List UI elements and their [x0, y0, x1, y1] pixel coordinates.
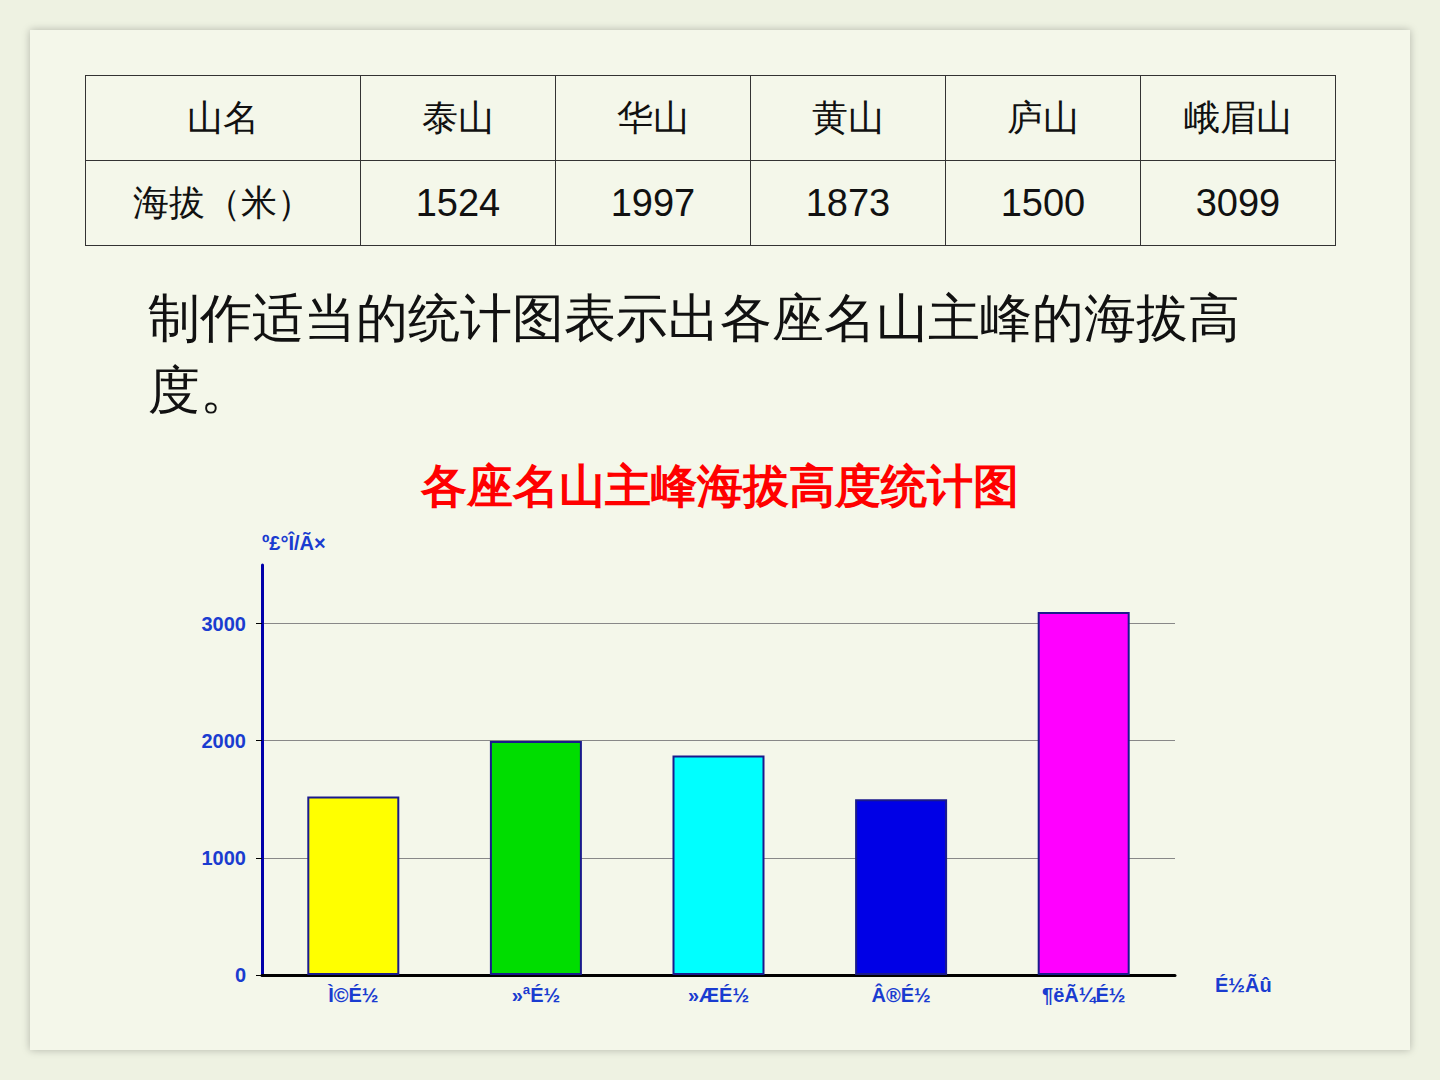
html-text:1997: 1997 [610, 181, 696, 224]
html-text:3099: 3099 [1195, 181, 1281, 224]
html-text:1873: 1873 [805, 181, 891, 224]
html-text:黄山: 黄山 [812, 96, 884, 138]
svg-text:¶ëÃ¼É½: ¶ëÃ¼É½ [1042, 984, 1125, 1006]
html-text:1500: 1500 [1000, 181, 1086, 224]
svg-text:3000: 3000 [202, 613, 247, 635]
svg-text:Â®É½: Â®É½ [871, 983, 930, 1006]
svg-text:1000: 1000 [202, 847, 247, 869]
svg-text:º£°Î/Ã×: º£°Î/Ã× [262, 531, 326, 554]
html-text:峨眉山: 峨眉山 [1184, 96, 1292, 138]
html-text:海拔（米）: 海拔（米） [133, 181, 313, 223]
html-text:制作适当的统计图表示出各座名山主峰的海拔高度。: 制作适当的统计图表示出各座名山主峰的海拔高度。 [148, 288, 1240, 420]
svg-text:各座名山主峰海拔高度统计图: 各座名山主峰海拔高度统计图 [420, 459, 1019, 513]
svg-text:0: 0 [235, 964, 246, 986]
html-text:1524: 1524 [415, 181, 501, 224]
svg-text:2000: 2000 [202, 730, 247, 752]
svg-text:É½Ãû: É½Ãû [1215, 974, 1272, 996]
html-text:山名: 山名 [187, 96, 259, 138]
svg-text:»ªÉ½: »ªÉ½ [512, 984, 561, 1006]
svg-text:»ÆÉ½: »ÆÉ½ [688, 984, 749, 1006]
html-text:华山: 华山 [617, 96, 689, 138]
svg-text:Ì©É½: Ì©É½ [327, 984, 378, 1006]
html-text:庐山: 庐山 [1007, 96, 1079, 138]
html-text:泰山: 泰山 [422, 96, 494, 138]
